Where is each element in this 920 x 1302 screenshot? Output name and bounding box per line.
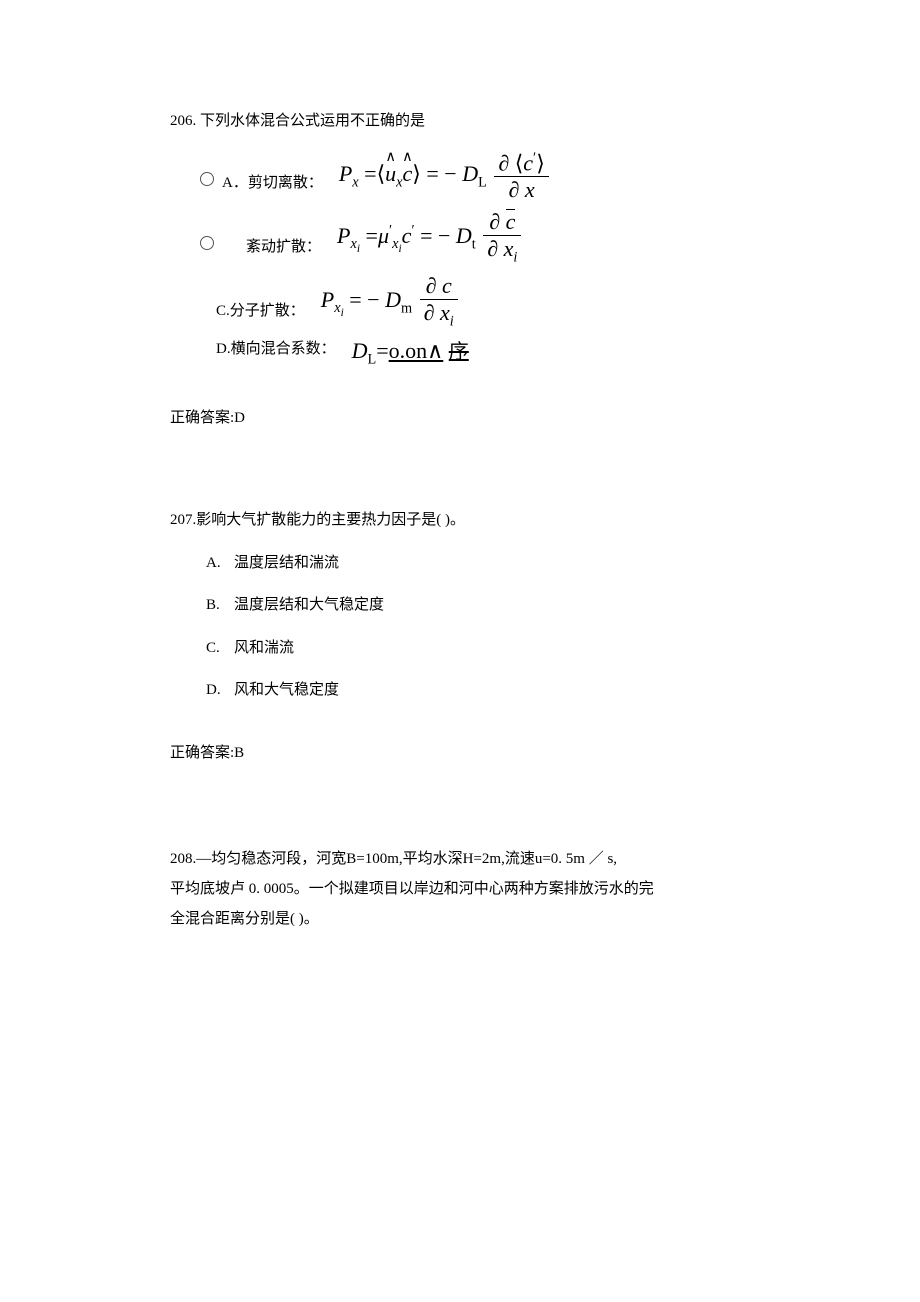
- q206-formula-C: Pxi = − Dm ∂ c ∂ xi: [311, 275, 460, 329]
- f: u: [385, 163, 396, 185]
- option-letter: A.: [206, 552, 234, 575]
- f: x: [440, 300, 450, 325]
- f: c: [442, 273, 452, 298]
- f: ∂: [498, 150, 509, 175]
- q206-option-B-row: 紊动扩散： Pxi =μ′xic′ = − Dt ∂ c ∂ xi: [170, 211, 750, 265]
- q208-l2: 平均底坡卢 0. 0005。一个拟建项目以岸边和河中心两种方案排放污水的完: [170, 881, 654, 897]
- q207-stem-text: 影响大气扩散能力的主要热力因子是( )。: [196, 512, 465, 528]
- f: D: [456, 223, 472, 248]
- f: ∂: [508, 177, 519, 202]
- f: i: [450, 313, 454, 329]
- f: x: [525, 177, 535, 202]
- question-207: 207.影响大气扩散能力的主要热力因子是( )。 A.温度层结和湍流 B.温度层…: [170, 509, 750, 764]
- q208-l1: —均匀稳态河段，河宽B=100m,平均水深H=2m,流速u=0. 5m ／ s,: [196, 851, 617, 867]
- f: D: [462, 161, 478, 186]
- question-208: 208.—均匀稳态河段，河宽B=100m,平均水深H=2m,流速u=0. 5m …: [170, 844, 750, 934]
- question-206: 206. 下列水体混合公式运用不正确的是 A．剪切离散： Px =⟨uxc⟩ =…: [170, 110, 750, 429]
- f: D: [352, 338, 368, 363]
- radio-icon: [200, 172, 214, 186]
- q207-option-D: D.风和大气稳定度: [170, 679, 750, 702]
- f: μ: [378, 223, 389, 248]
- q206-formula-D: DL=o.on∧ 序: [342, 340, 469, 367]
- radio-icon: [200, 236, 214, 250]
- fraction: ∂ ⟨c′⟩ ∂ x: [494, 151, 548, 201]
- option-text: 温度层结和大气稳定度: [234, 597, 384, 613]
- f: c: [523, 150, 533, 175]
- f: o.on∧: [389, 338, 444, 363]
- f: t: [472, 236, 476, 252]
- f: P: [337, 223, 350, 248]
- f: L: [367, 351, 376, 367]
- q206-option-C-text: C.分子扩散：: [216, 300, 305, 323]
- option-letter: D.: [206, 679, 234, 702]
- q207-option-A: A.温度层结和湍流: [170, 552, 750, 575]
- f: x: [352, 174, 358, 190]
- q206-stem: 206. 下列水体混合公式运用不正确的是: [170, 110, 750, 133]
- option-text: 风和大气稳定度: [234, 682, 339, 698]
- f: ∂: [426, 273, 437, 298]
- q208-l3: 全混合距离分别是( )。: [170, 911, 319, 927]
- q206-option-A-text: A．剪切离散：: [222, 172, 323, 195]
- q206-number: 206.: [170, 113, 196, 129]
- q206-option-B-label: 紊动扩散：: [170, 236, 321, 265]
- f: c: [506, 211, 516, 233]
- f: ∂: [424, 300, 435, 325]
- option-letter: B.: [206, 594, 234, 617]
- q206-option-B-text: 紊动扩散：: [246, 236, 321, 259]
- fraction: ∂ c ∂ xi: [483, 211, 521, 265]
- q206-option-A-row: A．剪切离散： Px =⟨uxc⟩ = − DL ∂ ⟨c′⟩ ∂ x: [170, 151, 750, 201]
- f: c: [402, 223, 412, 248]
- f: 序: [449, 341, 469, 363]
- document-page: 206. 下列水体混合公式运用不正确的是 A．剪切离散： Px =⟨uxc⟩ =…: [0, 0, 920, 1034]
- f: i: [513, 249, 517, 265]
- q206-option-D-row: D.横向混合系数： DL=o.on∧ 序: [170, 338, 750, 367]
- f: ∂: [489, 209, 500, 234]
- f: L: [478, 174, 487, 190]
- f: c: [403, 163, 413, 185]
- option-letter: C.: [206, 637, 234, 660]
- q206-formula-A: Px =⟨uxc⟩ = − DL ∂ ⟨c′⟩ ∂ x: [329, 151, 551, 201]
- q207-stem: 207.影响大气扩散能力的主要热力因子是( )。: [170, 509, 750, 532]
- q206-formula-B: Pxi =μ′xic′ = − Dt ∂ c ∂ xi: [327, 211, 523, 265]
- f: x: [504, 236, 514, 261]
- fraction: ∂ c ∂ xi: [420, 275, 458, 329]
- q207-option-B: B.温度层结和大气稳定度: [170, 594, 750, 617]
- q208-number: 208.: [170, 851, 196, 867]
- q208-stem: 208.—均匀稳态河段，河宽B=100m,平均水深H=2m,流速u=0. 5m …: [170, 844, 750, 934]
- q207-option-C: C.风和湍流: [170, 637, 750, 660]
- q206-option-C-row: C.分子扩散： Pxi = − Dm ∂ c ∂ xi: [170, 275, 750, 329]
- f: i: [357, 243, 360, 255]
- option-text: 风和湍流: [234, 640, 294, 656]
- f: i: [341, 307, 344, 319]
- f: m: [401, 300, 412, 316]
- f: ′: [411, 222, 414, 238]
- q206-stem-text: 下列水体混合公式运用不正确的是: [200, 113, 425, 129]
- q207-answer: 正确答案:B: [170, 742, 750, 765]
- option-text: 温度层结和湍流: [234, 555, 339, 571]
- q206-option-A-label: A．剪切离散：: [170, 172, 323, 201]
- f: P: [339, 161, 352, 186]
- f: P: [321, 286, 334, 311]
- q206-option-D-label: D.横向混合系数：: [170, 338, 336, 367]
- q206-option-D-text: D.横向混合系数：: [216, 338, 336, 361]
- q207-number: 207.: [170, 512, 196, 528]
- f: ∂: [487, 236, 498, 261]
- q206-answer: 正确答案:D: [170, 407, 750, 430]
- f: ′: [533, 150, 536, 166]
- f: D: [385, 286, 401, 311]
- q206-option-C-label: C.分子扩散：: [170, 300, 305, 329]
